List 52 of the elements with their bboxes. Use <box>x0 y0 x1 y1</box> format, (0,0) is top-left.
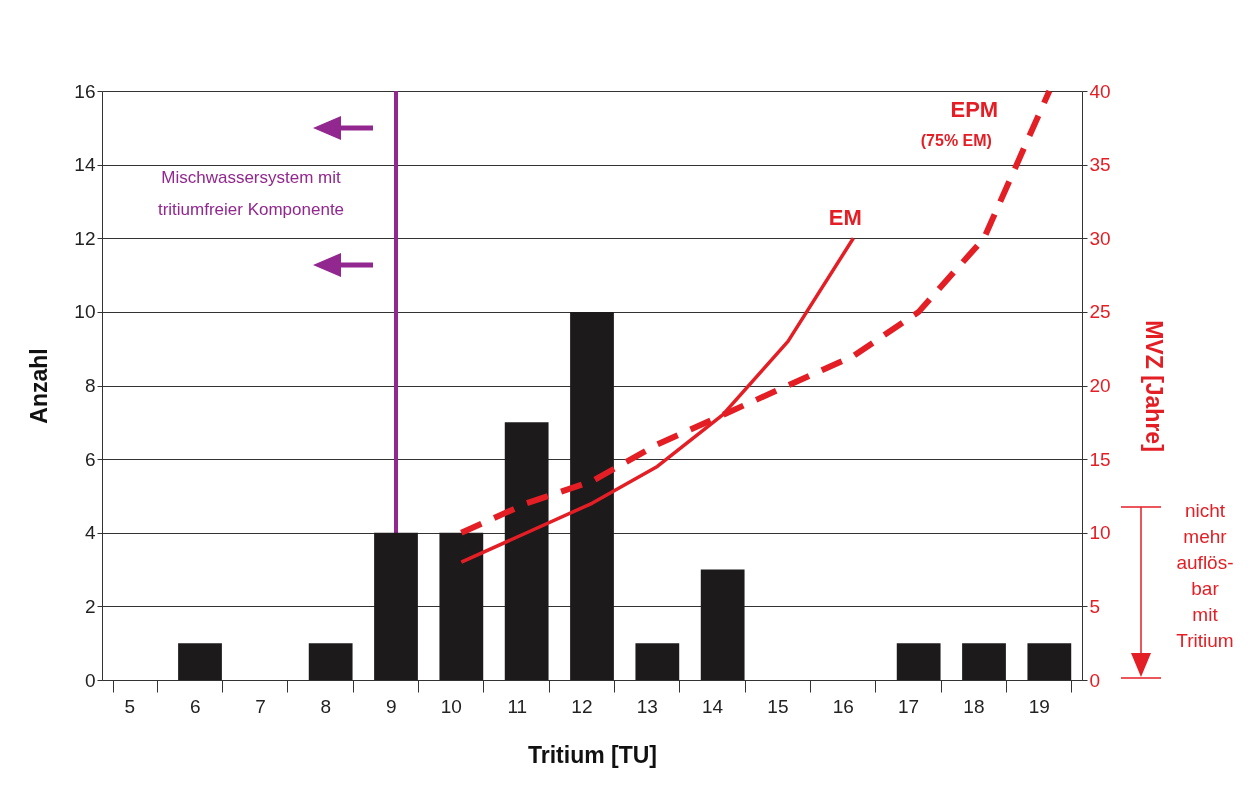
y-tick-label: 16 <box>74 80 96 102</box>
x-tick-label: 8 <box>320 695 332 717</box>
y2-tick-label: 20 <box>1089 375 1111 396</box>
y-tick-label: 12 <box>74 227 96 249</box>
annotation: (75% EM) <box>920 132 992 149</box>
y2-tick-label: 15 <box>1089 448 1111 470</box>
x-tick-label: 7 <box>255 695 266 717</box>
x-tick-label: 13 <box>636 695 658 717</box>
x-tick-label: 10 <box>440 695 462 717</box>
bar <box>178 643 222 680</box>
bar <box>962 643 1006 680</box>
y2-axis-title: MVZ [Jahre] <box>1140 320 1167 452</box>
bar <box>308 643 353 680</box>
x-tick-label: 16 <box>832 695 854 717</box>
y-tick-label: 8 <box>84 375 96 396</box>
bar <box>374 532 418 680</box>
bar <box>700 569 745 680</box>
x-tick-label: 12 <box>571 695 593 717</box>
x-tick-label: 17 <box>898 695 920 717</box>
bar <box>439 532 484 680</box>
ref-line-label: Mischwassersystem mit tritiumfreier Komponente <box>157 168 345 219</box>
bar <box>635 643 680 680</box>
y2-tick-label: 5 <box>1089 595 1101 617</box>
y-tick-label: 2 <box>84 595 96 617</box>
bar <box>1027 643 1072 680</box>
y-tick-label: 14 <box>74 154 96 176</box>
y2-tick-label: 25 <box>1089 301 1111 323</box>
x-tick-label: 11 <box>507 695 528 717</box>
series-label: EPM <box>950 97 999 122</box>
x-tick-label: 5 <box>124 695 136 717</box>
x-tick-label: 6 <box>189 695 201 717</box>
x-tick-label: 19 <box>1028 695 1050 717</box>
bar <box>504 422 549 680</box>
x-tick-label: 9 <box>385 695 397 717</box>
y2-tick-label: 10 <box>1089 522 1111 544</box>
x-tick-label: 18 <box>963 695 985 717</box>
y2-tick-label: 0 <box>1089 669 1101 691</box>
y2-tick-label: 30 <box>1089 227 1111 249</box>
y-axis-title: Anzahl <box>26 348 53 424</box>
bar <box>570 311 614 680</box>
y2-tick-label: 40 <box>1089 80 1111 102</box>
bar <box>896 643 941 680</box>
y-tick-label: 0 <box>84 669 96 691</box>
series-label: EM <box>828 205 862 231</box>
text: nicht mehr auflös- bar mit Tritium <box>1176 500 1234 651</box>
x-axis-title: Tritium [TU] <box>527 741 658 768</box>
y-tick-label: 4 <box>84 522 96 544</box>
x-tick-label: 14 <box>702 695 724 717</box>
y-tick-label: 6 <box>84 448 96 470</box>
x-tick-label: 15 <box>767 695 789 717</box>
y-tick-label: 10 <box>74 301 96 323</box>
y2-tick-label: 35 <box>1089 154 1111 176</box>
